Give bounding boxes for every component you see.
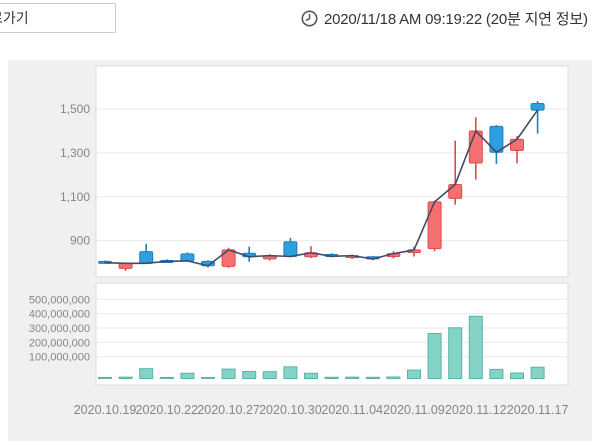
volume-bar — [324, 376, 339, 380]
volume-bar — [159, 376, 174, 379]
volume-bar — [489, 368, 504, 380]
volume-bar — [304, 372, 318, 379]
clock-icon — [301, 10, 318, 26]
price-axis-tick-label: 900 — [70, 234, 90, 248]
back-button[interactable]: 로가기 — [0, 3, 116, 33]
volume-bar — [530, 366, 545, 379]
x-axis-tick-label: 2020.11.04 — [321, 403, 383, 417]
volume-bar — [98, 376, 112, 379]
close-price-line — [104, 109, 539, 267]
x-axis-tick-label: 2020.11.09 — [383, 403, 445, 417]
back-button-label: 로가기 — [0, 10, 29, 26]
timestamp-text: 2020/11/18 AM 09:19:22 (20분 지연 정보) — [324, 10, 588, 28]
volume-axis-tick-label: 500,000,000 — [29, 294, 90, 306]
price-axis-tick-label: 1,100 — [60, 190, 90, 204]
candle-body — [427, 201, 442, 250]
volume-bar — [448, 327, 463, 379]
x-axis-tick-label: 2020.10.27 — [197, 403, 260, 417]
volume-bar — [201, 377, 215, 379]
candle-body — [530, 103, 545, 111]
volume-axis-tick-label: 300,000,000 — [29, 323, 90, 335]
volume-bar — [262, 371, 277, 380]
x-axis-tick-label: 2020.11.17 — [507, 403, 569, 417]
volume-axis-tick-label: 400,000,000 — [29, 309, 90, 321]
volume-bar — [427, 333, 442, 380]
x-axis-tick-label: 2020.10.30 — [259, 403, 322, 417]
volume-bar — [407, 369, 421, 380]
volume-bar — [283, 366, 298, 380]
volume-bar — [221, 368, 236, 379]
x-axis-tick-label: 2020.11.12 — [445, 403, 507, 417]
volume-bar — [180, 372, 195, 379]
candle-body — [510, 138, 524, 151]
volume-bar — [386, 376, 401, 380]
volume-bar — [139, 368, 154, 379]
candle-body — [221, 249, 236, 267]
volume-bar — [118, 376, 133, 380]
volume-bar — [365, 376, 380, 380]
chart-card: 1,500 1,300 1,100 900 500,000,000 400,000,000… — [8, 60, 592, 441]
candlestick-volume-chart: 1,500 1,300 1,100 900 500,000,000 400,000,000… — [29, 65, 569, 417]
volume-axis-tick-label: 200,000,000 — [29, 337, 90, 349]
volume-axis-tick-label: 100,000,000 — [29, 352, 90, 364]
volume-bar — [510, 372, 524, 380]
volume-bar — [468, 315, 483, 380]
volume-bar — [242, 371, 257, 380]
candle-body — [448, 184, 463, 199]
volume-bar — [345, 376, 360, 380]
x-axis-tick-label: 2020.10.19 — [74, 403, 137, 417]
candle-body — [283, 241, 298, 258]
price-chart-panel — [95, 65, 569, 278]
volume-chart-panel — [95, 282, 569, 386]
candle-body — [180, 253, 195, 262]
candle-body — [139, 251, 154, 264]
price-axis-tick-label: 1,500 — [60, 102, 90, 116]
x-axis-tick-label: 2020.10.22 — [136, 403, 199, 417]
quote-time: 2020/11/18 AM 09:19:22 (20분 지연 정보) — [301, 7, 588, 29]
price-axis-tick-label: 1,300 — [60, 146, 90, 160]
